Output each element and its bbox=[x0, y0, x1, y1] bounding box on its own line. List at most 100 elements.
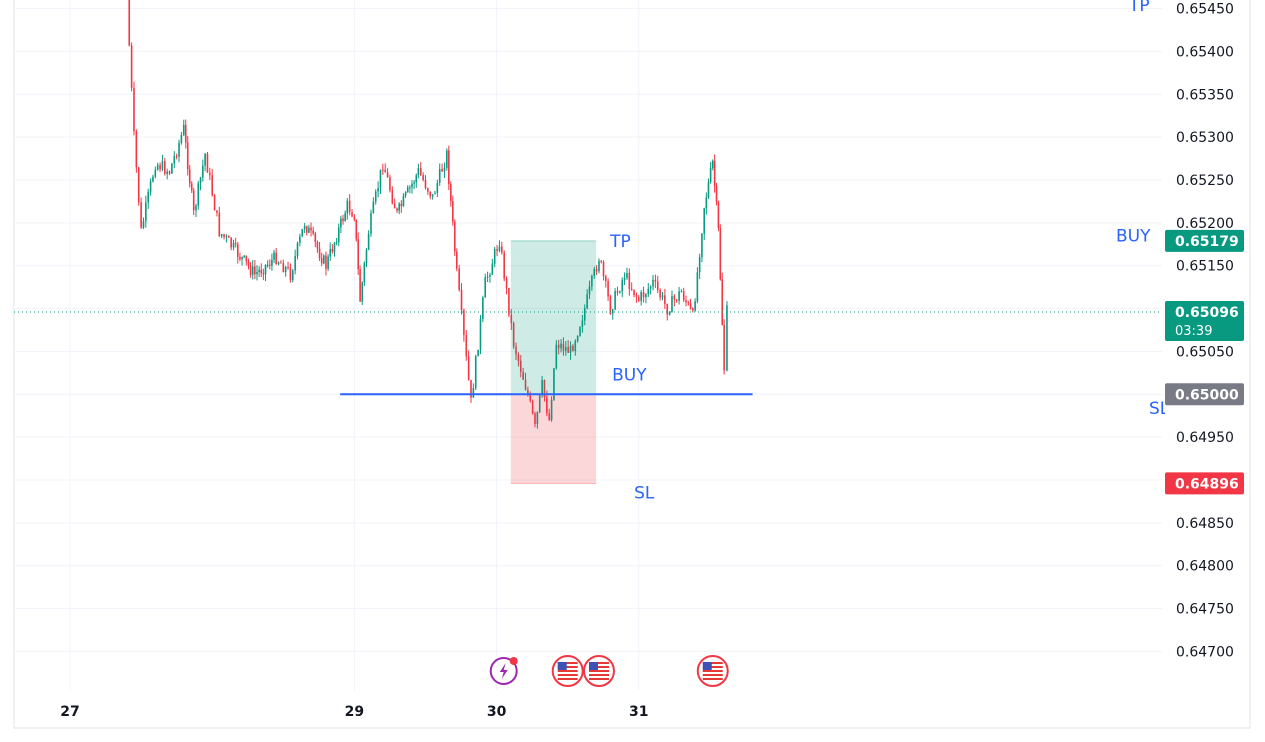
candle-body bbox=[441, 168, 443, 172]
price-axis-label: 0.65400 bbox=[1176, 44, 1234, 60]
candle-body bbox=[284, 267, 287, 273]
candle-body bbox=[186, 142, 189, 170]
candle-body bbox=[628, 272, 631, 289]
candle-body bbox=[493, 249, 496, 264]
price-axis-label: 0.64800 bbox=[1176, 559, 1234, 575]
candle-body bbox=[694, 301, 696, 311]
candle-body bbox=[348, 200, 351, 213]
candle-body bbox=[477, 349, 479, 357]
candle-body bbox=[633, 289, 635, 295]
flag-canton bbox=[557, 662, 567, 670]
candle-body bbox=[600, 260, 603, 263]
loss-zone[interactable] bbox=[510, 394, 597, 484]
candle-body bbox=[220, 234, 223, 237]
candle-body bbox=[260, 269, 263, 274]
candle-body bbox=[384, 169, 387, 173]
candle-body bbox=[216, 210, 218, 213]
candle-body bbox=[234, 243, 237, 245]
axes: 0.65450 0.65400 0.65350 0.65300 0.65250 0.652… bbox=[60, 2, 1234, 720]
candle-body bbox=[333, 242, 336, 252]
price-tags: 0.65179 0.65000 0.64896 0.65096 03:39 bbox=[1165, 229, 1244, 495]
candle-body bbox=[522, 372, 524, 380]
price-axis-label: 0.65150 bbox=[1176, 259, 1234, 275]
candle-body bbox=[391, 190, 394, 204]
candle-body bbox=[472, 388, 475, 398]
candle-body bbox=[673, 296, 676, 300]
candle-body bbox=[474, 356, 477, 389]
lightning-icon[interactable] bbox=[489, 657, 518, 685]
candle-body bbox=[152, 176, 154, 182]
candle-body bbox=[567, 347, 569, 353]
candle-body bbox=[218, 212, 221, 237]
candle-body bbox=[411, 183, 413, 188]
candle-body bbox=[701, 233, 703, 258]
candle-body bbox=[415, 175, 418, 183]
candle-body bbox=[344, 213, 346, 222]
candle-body bbox=[680, 291, 683, 293]
candle-body bbox=[273, 252, 275, 260]
candle-body bbox=[623, 277, 626, 281]
candle-body bbox=[361, 282, 364, 302]
candle-body bbox=[682, 291, 685, 301]
candle-body bbox=[275, 252, 277, 265]
candle-body bbox=[236, 244, 239, 258]
axis-marker-sl: SL bbox=[1149, 399, 1170, 419]
candle-body bbox=[164, 161, 166, 174]
candle-body bbox=[723, 324, 725, 371]
candle-body bbox=[721, 279, 724, 325]
candle-body bbox=[337, 227, 340, 243]
flag-stripe bbox=[702, 666, 723, 668]
flag-stripe bbox=[702, 662, 723, 664]
candle-body bbox=[638, 296, 640, 301]
candle-body bbox=[266, 264, 269, 266]
candle-body bbox=[140, 202, 142, 228]
candle-body bbox=[264, 264, 267, 275]
candle-body bbox=[717, 201, 720, 228]
candle-body bbox=[496, 249, 498, 251]
candle-body bbox=[363, 263, 366, 283]
candle-body bbox=[382, 169, 384, 171]
candle-body bbox=[576, 335, 579, 342]
take-profit-tag bbox=[1165, 229, 1244, 252]
candle-body bbox=[443, 167, 446, 172]
candle-body bbox=[409, 187, 411, 189]
candle-body bbox=[654, 279, 657, 282]
candle-body bbox=[342, 218, 344, 222]
us-flag-icon[interactable] bbox=[551, 655, 584, 687]
entry-label: BUY bbox=[612, 365, 647, 385]
candle-body bbox=[460, 289, 463, 311]
candle-body bbox=[649, 286, 652, 289]
candle-body bbox=[329, 248, 332, 257]
us-flag-icon[interactable] bbox=[696, 655, 729, 687]
candle-body bbox=[678, 291, 680, 301]
profit-zone[interactable] bbox=[510, 240, 597, 395]
candle-body bbox=[524, 379, 527, 390]
price-axis-label: 0.64950 bbox=[1176, 430, 1234, 446]
candle-body bbox=[453, 221, 456, 252]
candle-body bbox=[517, 354, 520, 361]
candle-body bbox=[262, 273, 265, 275]
candle-body bbox=[247, 261, 250, 266]
us-flag-icon[interactable] bbox=[582, 655, 615, 687]
candle-body bbox=[707, 182, 710, 198]
candle-body bbox=[645, 294, 647, 298]
event-icons[interactable] bbox=[489, 655, 729, 687]
candle-body bbox=[351, 212, 353, 217]
candle-body bbox=[642, 292, 645, 298]
candle-body bbox=[715, 185, 718, 202]
price-lines[interactable]: TP BUY SL bbox=[14, 0, 1170, 419]
candle-body bbox=[357, 239, 359, 270]
axis-marker-tp: TP bbox=[1128, 0, 1150, 16]
candle-body bbox=[211, 175, 213, 196]
candle-body bbox=[591, 275, 593, 287]
flag-canton bbox=[702, 662, 712, 670]
long-position-tool[interactable]: TP BUY SL bbox=[510, 232, 655, 504]
candle-body bbox=[484, 277, 487, 298]
axis-marker-buy: BUY bbox=[1116, 227, 1151, 247]
flag-stripe bbox=[557, 662, 578, 664]
candle-body bbox=[197, 183, 200, 206]
current-price-tag bbox=[1165, 301, 1244, 341]
candle-body bbox=[668, 312, 671, 315]
